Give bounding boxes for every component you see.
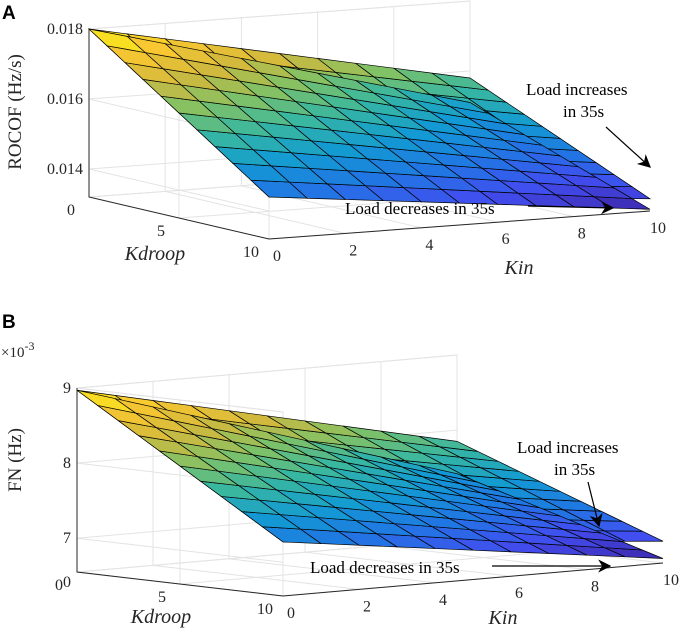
x-tick-label: 6 bbox=[515, 585, 523, 602]
z-tick-label: 0.018 bbox=[47, 21, 83, 38]
x-tick-label: 10 bbox=[663, 572, 679, 589]
y-tick-label: 5 bbox=[157, 223, 165, 240]
y-tick-label: 0 bbox=[55, 577, 63, 594]
axis-lines bbox=[88, 29, 651, 240]
x-tick-label: 4 bbox=[425, 237, 433, 254]
surface-cell-decrease bbox=[87, 28, 147, 54]
z-axis-label-b: FN (Hz) bbox=[5, 428, 26, 492]
z-axis-label-a: ROCOF (Hz/s) bbox=[5, 54, 26, 170]
annotation-increase-line1-b: Load increases bbox=[517, 438, 618, 457]
panel-label-a: A bbox=[2, 3, 16, 24]
y-tick-label: 0 bbox=[67, 202, 75, 219]
x-tick-label: 0 bbox=[273, 248, 281, 265]
z-tick-label: 7 bbox=[63, 530, 71, 547]
annotation-increase-line1-a: Load increases bbox=[526, 80, 627, 99]
x-tick-label: 6 bbox=[502, 231, 510, 248]
arrow-decrease-a bbox=[527, 201, 615, 215]
ticks-a: 0.014 0.016 0.018 0 5 10 0 2 4 6 8 10 bbox=[47, 21, 666, 265]
arrow-increase-a bbox=[605, 126, 651, 168]
z-tick-label: 0 bbox=[63, 574, 71, 591]
z-tick-label: 8 bbox=[63, 455, 71, 472]
x-tick-label: 8 bbox=[578, 226, 586, 243]
y-tick-label: 5 bbox=[158, 589, 166, 606]
z-tick-label: 0.016 bbox=[47, 91, 83, 108]
x-tick-label: 4 bbox=[439, 592, 447, 609]
z-multiplier-b: ×10-3 bbox=[1, 339, 34, 361]
y-tick-label: 10 bbox=[243, 244, 259, 261]
annotation-decrease-a: Load decreases in 35s bbox=[345, 199, 495, 218]
z-tick-label: 0.014 bbox=[47, 161, 83, 178]
panel-label-b: B bbox=[2, 312, 16, 333]
panel-a: A 0.014 0.016 0.018 0 5 10 0 2 4 6 8 10 ROCOF (Hz/s… bbox=[2, 0, 666, 279]
x-tick-label: 2 bbox=[363, 598, 371, 615]
grid-b bbox=[76, 354, 664, 597]
y-tick-label: 10 bbox=[257, 601, 273, 618]
ticks-b: 0 7 8 9 0 5 10 0 2 4 6 8 10 bbox=[55, 380, 679, 622]
x-axis-label-a: Kin bbox=[504, 257, 534, 279]
surface-a bbox=[87, 28, 652, 210]
x-tick-label: 10 bbox=[650, 220, 666, 237]
y-axis-label-a: Kdroop bbox=[124, 243, 185, 265]
z-tick-label: 9 bbox=[63, 380, 71, 397]
annotation-increase-line2-b: in 35s bbox=[554, 460, 595, 479]
axis-lines bbox=[76, 388, 664, 597]
annotation-decrease-b: Load decreases in 35s bbox=[310, 558, 460, 577]
x-axis-label-b: Kin bbox=[488, 607, 518, 629]
x-tick-label: 0 bbox=[287, 605, 295, 622]
surface-b bbox=[76, 389, 664, 559]
x-tick-label: 2 bbox=[349, 242, 357, 259]
x-tick-label: 8 bbox=[591, 579, 599, 596]
surface-cell-decrease bbox=[76, 389, 136, 414]
panel-b: B ×10-3 0 7 8 9 0 5 10 0 2 4 6 8 10 FN (Hz) Kdroop K… bbox=[1, 312, 679, 629]
y-axis-label-b: Kdroop bbox=[130, 606, 191, 628]
arrow-increase-b bbox=[587, 481, 603, 528]
annotation-increase-line2-a: in 35s bbox=[563, 102, 604, 121]
